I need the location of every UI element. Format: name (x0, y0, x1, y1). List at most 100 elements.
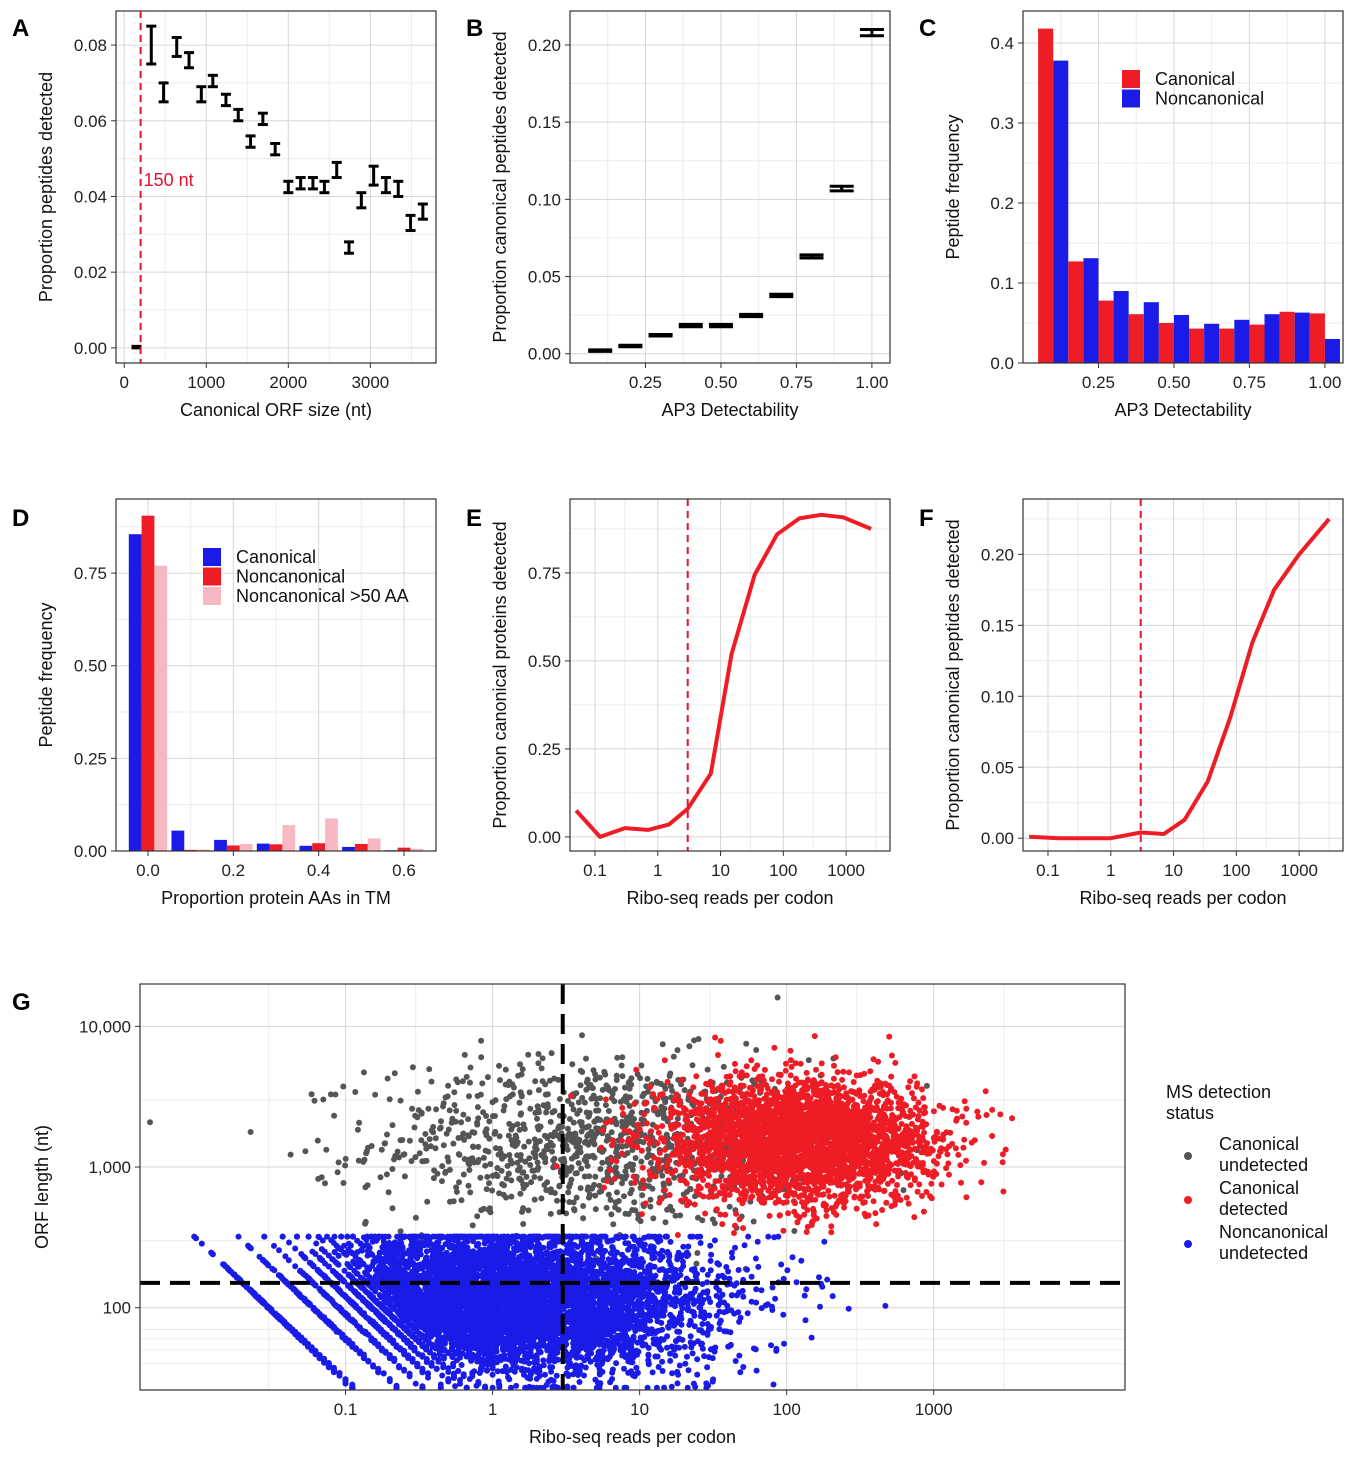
scatter-dot (649, 1255, 656, 1262)
errorbar-point (356, 191, 367, 210)
bar-noncanonical-50-aa (154, 565, 168, 851)
bar-noncanonical (312, 843, 326, 851)
bar-noncanonical (397, 847, 411, 851)
y-axis-title: Proportion canonical peptides detected (490, 31, 510, 342)
scatter-dot (750, 1218, 757, 1225)
scatter-dot (352, 1089, 359, 1095)
scatter-dot (331, 1112, 338, 1119)
scatter-dot (639, 1093, 646, 1100)
x-tick-label: 1000 (187, 373, 225, 392)
scatter-dot (605, 1108, 612, 1114)
scatter-dot (456, 1179, 462, 1186)
grid-lines (1023, 499, 1343, 851)
scatter-dot (570, 1199, 577, 1206)
tick-labels: 0.25 0.50 0.75 1.000.00.10.20.30.4 (990, 34, 1341, 392)
scatter-dot (623, 1163, 630, 1170)
scatter-dot (528, 1179, 535, 1186)
bar-canonical (342, 846, 355, 851)
errorbar-point (245, 134, 256, 149)
scatter-dot (550, 1157, 557, 1164)
legend-swatch (203, 567, 221, 586)
y-tick-label: 0.10 (981, 687, 1014, 706)
scatter-dot (322, 1180, 328, 1187)
scatter-dot (535, 1126, 542, 1133)
scatter-dot (535, 1164, 542, 1171)
scatter-dot (607, 1196, 614, 1203)
scatter-dot (520, 1121, 527, 1128)
y-tick-label: 0.4 (990, 34, 1014, 53)
scatter-dot (522, 1158, 529, 1165)
scatter-dot (556, 1096, 563, 1102)
y-tick-label: 0.2 (990, 194, 1014, 213)
scatter-dot (583, 1153, 590, 1160)
legend-label: Canonical (1155, 69, 1235, 89)
scatter-dot (669, 1087, 676, 1094)
scatter-dot (475, 1156, 482, 1163)
scatter-dot (478, 1207, 485, 1214)
scatter-dot (496, 1145, 503, 1152)
scatter-dot (553, 1372, 560, 1379)
threshold-annotation: 150 nt (144, 170, 194, 190)
scatter-dot (706, 1312, 713, 1319)
bar-noncanonical (1143, 302, 1159, 363)
scatter-dot (458, 1119, 465, 1126)
scatter-dot (565, 1189, 572, 1196)
scatter-dot (571, 1207, 578, 1214)
scatter-dot (440, 1142, 447, 1149)
scatter-dot (425, 1374, 431, 1381)
scatter-dot (378, 1146, 385, 1153)
scatter-dot (514, 1152, 521, 1159)
scatter-dot (506, 1152, 513, 1158)
scatter-dot (680, 1243, 687, 1250)
scatter-dot (331, 1233, 338, 1240)
scatter-dot (781, 1340, 787, 1347)
scatter-dot (584, 1163, 591, 1169)
scatter-dot (467, 1189, 474, 1196)
scatter-dot (758, 1287, 765, 1294)
scatter-dot (534, 1103, 541, 1110)
scatter-dot (622, 1210, 629, 1217)
bar-canonical (1249, 324, 1265, 363)
x-axis-title: Ribo-seq reads per codon (626, 888, 833, 908)
scatter-dot (493, 1171, 500, 1178)
scatter-dot (305, 1233, 312, 1240)
scatter-dot (440, 1103, 446, 1110)
scatter-dot (450, 1140, 457, 1147)
x-axis-title: AP3 Detectability (1114, 400, 1251, 420)
scatter-dot (638, 1116, 645, 1123)
x-tick-label: 1.00 (1308, 373, 1341, 392)
scatter-dot (466, 1093, 472, 1100)
x-tick-label: 0.2 (222, 861, 246, 880)
bar-canonical (1128, 314, 1144, 363)
x-tick-label: 100 (1222, 861, 1250, 880)
scatter-dot (516, 1164, 523, 1171)
scatter-dot (469, 1222, 476, 1229)
errorbar-point (158, 81, 169, 104)
scatter-dot (445, 1082, 452, 1089)
legend-swatch (1122, 89, 1140, 108)
scatter-dot (466, 1167, 473, 1173)
plot-frame (115, 498, 437, 852)
panel-a: 0 1000 2000 30000.000.020.040.060.08Canonic… (12, 10, 437, 420)
scatter-dot (533, 1146, 540, 1153)
errorbar-point (859, 28, 884, 38)
scatter-dot (583, 1055, 589, 1062)
x-tick-label: 100 (769, 861, 797, 880)
scatter-dot (198, 1240, 205, 1247)
errorbar-point (368, 164, 379, 187)
scatter-dot (581, 1173, 588, 1180)
scatter-dot (667, 1083, 674, 1090)
y-tick-label: 0.15 (981, 616, 1014, 635)
scatter-dot (923, 1082, 930, 1089)
scatter-dot (551, 1129, 558, 1136)
scatter-dot (667, 1070, 674, 1077)
panel-g: MS detectionstatusCanonicalundetectedCan… (12, 983, 1328, 1447)
panel-letter: F (919, 505, 934, 532)
scatter-dot (335, 1159, 342, 1166)
scatter-dot (674, 1047, 681, 1054)
scatter-dot (408, 1158, 415, 1165)
scatter-dot (655, 1364, 662, 1370)
bar-noncanonical (1173, 315, 1190, 363)
scatter-dot (635, 1215, 642, 1222)
scatter-dot (445, 1158, 452, 1165)
